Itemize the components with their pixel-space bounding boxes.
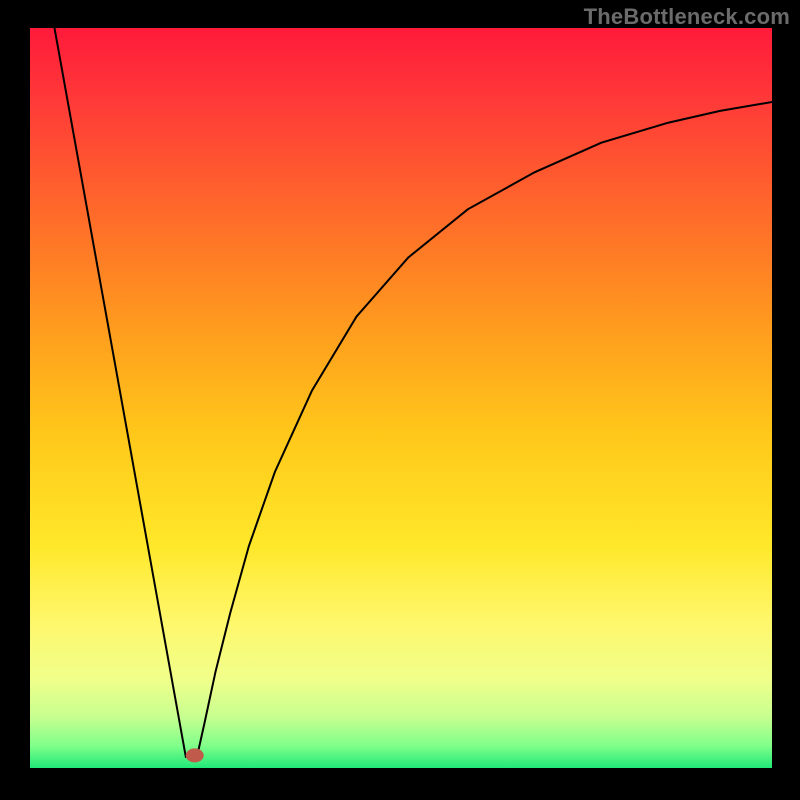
- optimal-point-marker: [186, 748, 204, 762]
- gradient-background: [30, 28, 772, 768]
- plot-area: [30, 28, 772, 768]
- watermark-text: TheBottleneck.com: [584, 4, 790, 30]
- chart-svg: [30, 28, 772, 768]
- chart-frame: TheBottleneck.com: [0, 0, 800, 800]
